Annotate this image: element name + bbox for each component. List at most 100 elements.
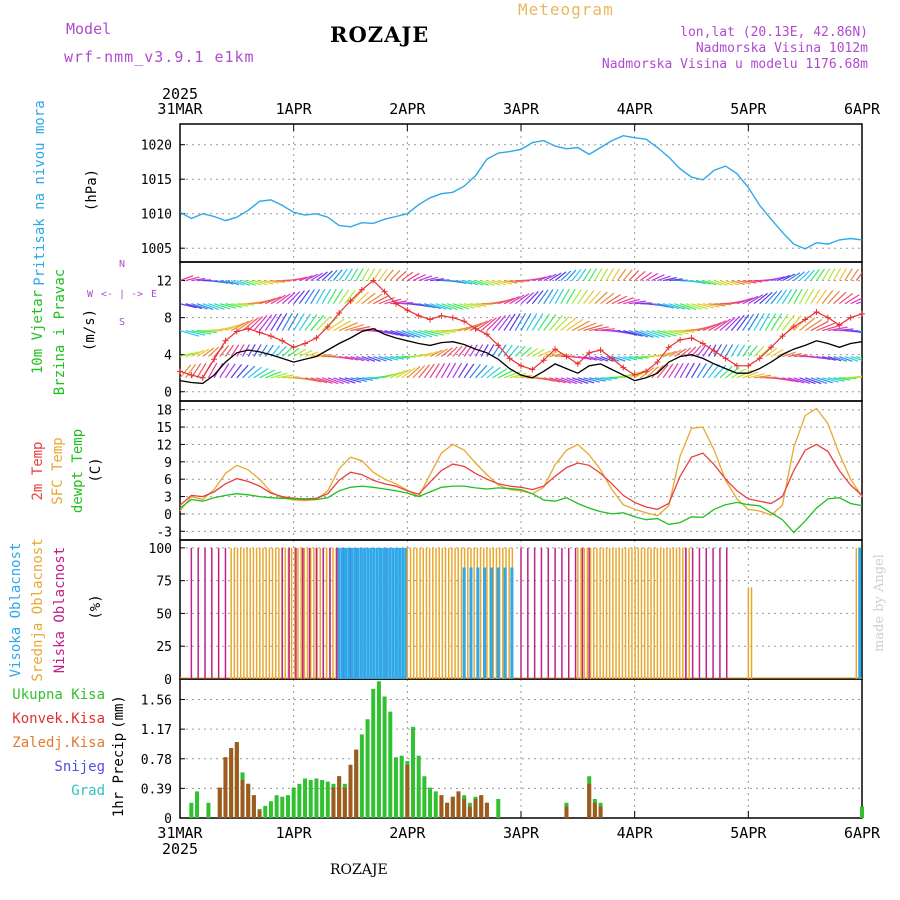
wind-barb <box>225 303 243 308</box>
wind-barb <box>281 346 294 357</box>
wind-barb <box>515 374 533 379</box>
wind-barb <box>514 312 526 331</box>
wind-barb <box>253 368 269 379</box>
wind-barb <box>185 351 200 358</box>
precip-total-bar <box>285 795 290 818</box>
wind-barb <box>577 268 587 281</box>
wind-barb <box>793 354 808 358</box>
compass-arrows: <- | -> <box>101 289 143 300</box>
compass-north: N <box>119 259 125 270</box>
wind-barb <box>196 329 218 334</box>
wind-barb <box>344 355 359 361</box>
wind-barb <box>406 366 421 379</box>
footer-station-label: ROZAJE <box>330 862 388 878</box>
wind-barb <box>304 314 318 331</box>
wind-barb <box>742 371 759 379</box>
wind-gust-marker <box>768 344 775 351</box>
wind-barb <box>395 368 411 379</box>
wind-barb <box>333 377 350 384</box>
wind-barb <box>469 364 481 379</box>
wind-barb <box>270 279 285 283</box>
wind-barb <box>327 269 338 281</box>
wind-barb <box>407 272 420 282</box>
wind-barb <box>208 346 220 357</box>
wind-barb <box>861 330 862 332</box>
wind-barb <box>702 344 712 357</box>
wind-barb <box>367 355 381 362</box>
wind-gust-marker <box>211 356 218 363</box>
wind-barb <box>850 329 862 334</box>
precip-convective-bar <box>223 757 228 818</box>
precip-convective-bar <box>450 796 455 818</box>
wind-barb <box>509 345 519 357</box>
pressure-axis-label: Pritisak na nivou mora <box>32 100 48 285</box>
wind-barb <box>435 362 446 379</box>
wind-barb <box>861 303 862 304</box>
wind-barb <box>464 303 481 308</box>
wind-barb <box>844 268 853 281</box>
wind-barb <box>441 347 453 357</box>
wind-barb <box>577 289 589 305</box>
wind-barb <box>486 366 501 379</box>
wind-barb <box>736 344 746 357</box>
wind-barb <box>287 312 299 331</box>
wind-barb <box>259 297 276 305</box>
wind-barb <box>742 313 755 331</box>
wind-barb <box>492 315 507 331</box>
wind-gust-marker <box>802 316 809 323</box>
wind-barb <box>588 268 597 281</box>
wind-barb <box>708 279 722 286</box>
dewpoint-line <box>179 485 863 534</box>
wind-barb <box>759 346 771 357</box>
precip-convective-bar <box>354 749 359 818</box>
wind-barb <box>344 377 362 383</box>
y-tick-label: 18 <box>156 404 172 419</box>
wind-barb <box>605 294 621 305</box>
wind-barb <box>623 355 638 361</box>
precip-axis-label: 1hr Precip <box>111 733 127 817</box>
precip-total-bar <box>399 755 404 818</box>
wind-barb <box>674 329 695 333</box>
wind-barb <box>367 293 383 305</box>
wind-barb <box>827 377 845 382</box>
wind-gust-marker <box>472 325 479 332</box>
wind-gust-marker <box>279 337 286 344</box>
wind-barb <box>753 346 765 357</box>
wind-gust-marker <box>222 337 229 344</box>
wind-barb <box>611 355 626 362</box>
wind-barb <box>548 315 563 331</box>
wind-barb <box>344 289 356 305</box>
wind-gust-marker <box>711 347 718 354</box>
wind-barb <box>594 355 609 362</box>
wind-barb <box>639 367 655 379</box>
wind-barb <box>259 279 274 285</box>
wind-barb <box>270 313 283 331</box>
wind-barb <box>531 313 544 331</box>
wind-gust-marker <box>290 344 297 351</box>
precip-convective-bar <box>479 795 484 818</box>
wind-barb <box>253 344 262 357</box>
precip-legend-item: Snijeg <box>54 759 105 775</box>
wind-barb <box>628 269 640 281</box>
wind-barb <box>355 268 364 281</box>
y-tick-label: 0 <box>164 508 172 523</box>
pressure-line <box>179 134 863 250</box>
precip-total-bar <box>189 802 194 818</box>
wind-barb <box>708 303 726 307</box>
wind-barb <box>850 268 859 281</box>
wind-gust-marker <box>847 314 854 321</box>
wind-barb <box>656 364 669 379</box>
wind-gust-marker <box>756 355 763 362</box>
wind-barb <box>440 362 451 379</box>
temp2m-line <box>179 443 863 510</box>
wind-barb <box>725 315 741 331</box>
wind-barb <box>594 328 615 332</box>
wind-barb <box>770 348 784 358</box>
wind-barb <box>810 269 820 281</box>
temp2m-axis-label: 2m Temp <box>30 441 46 500</box>
precip-convective-bar <box>348 764 353 818</box>
wind-barb <box>264 313 277 331</box>
wind-gust-marker <box>438 312 445 319</box>
precip-total-bar <box>422 776 427 818</box>
